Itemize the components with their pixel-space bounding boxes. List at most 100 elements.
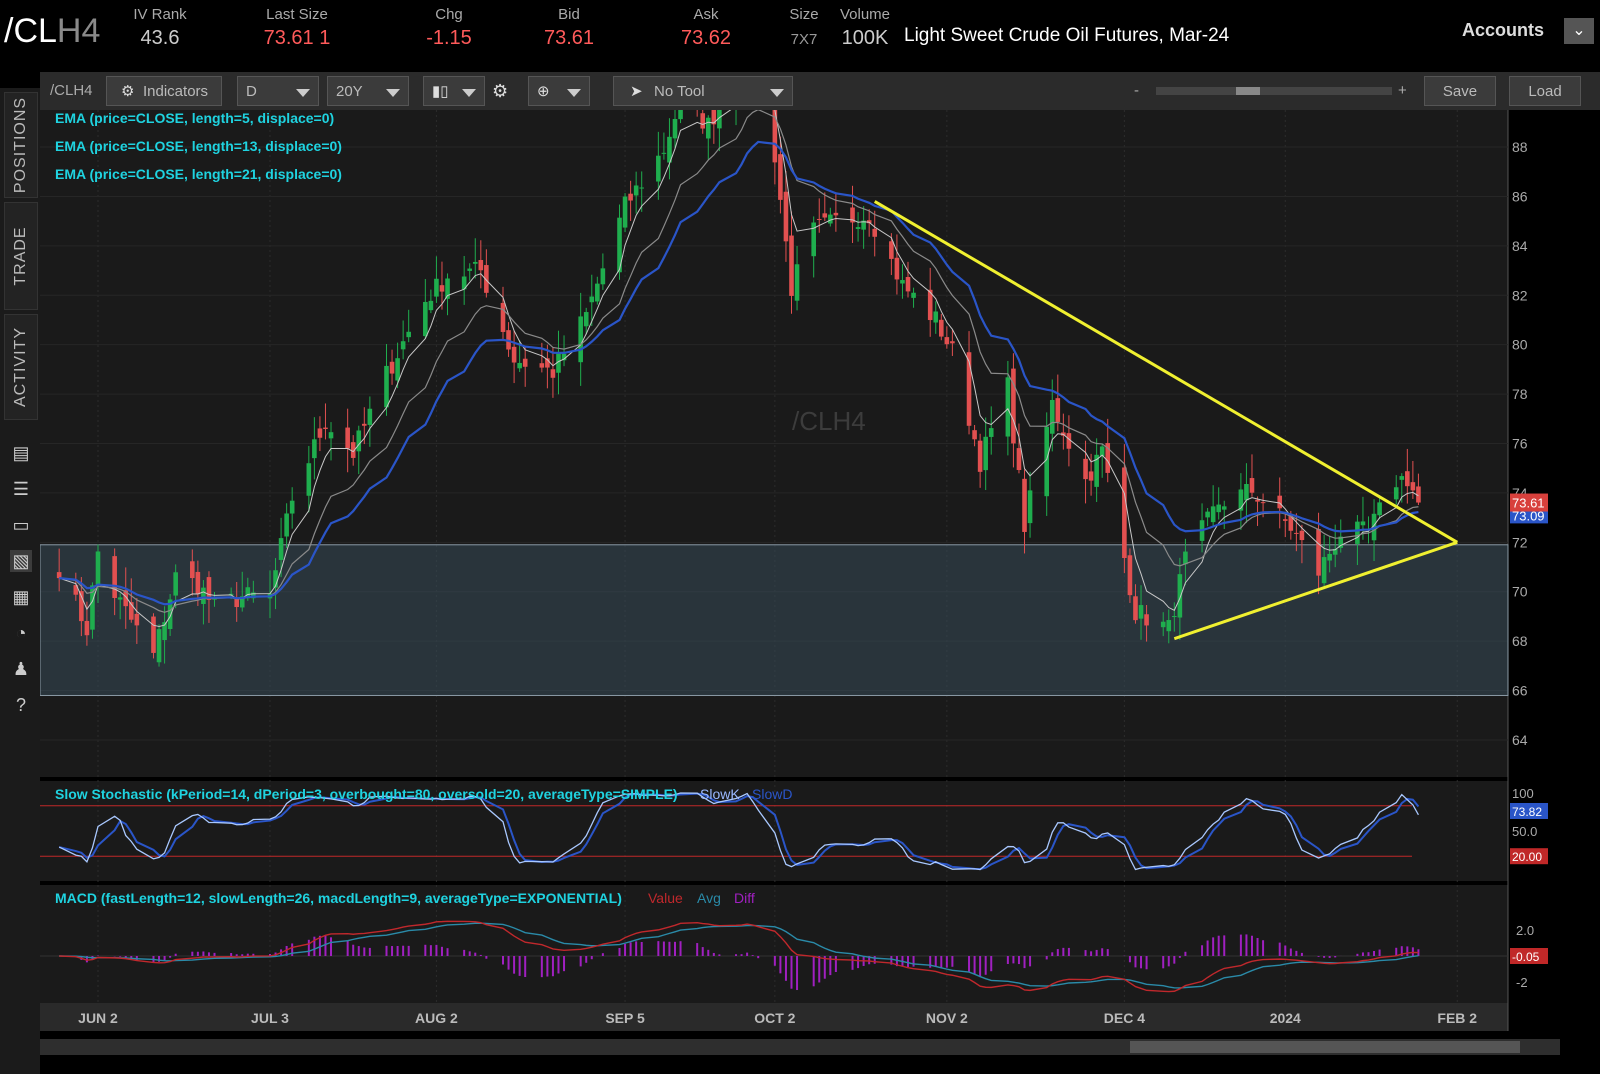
grid-icon[interactable]: ▦ [12,587,30,607]
candle-body [861,220,866,230]
zoom-slider-thumb[interactable] [1236,87,1260,95]
quote-value: 73.61 [543,27,595,49]
quote-ask: Ask 73.62 [661,6,751,50]
tab-positions[interactable]: POSITIONS [4,92,38,198]
chart-style-select[interactable]: ▮▯ [423,76,485,106]
help-icon[interactable]: ? [15,695,26,715]
x-tick-label: OCT 2 [754,1010,795,1026]
candle-body [1377,502,1382,516]
load-button[interactable]: Load [1509,76,1581,106]
tab-activity[interactable]: ACTIVITY [4,314,38,420]
oversold-tag [1510,848,1548,865]
timeframe-value: 20Y [336,83,363,100]
ema-13-line [59,110,1419,613]
candle-body [1332,549,1338,555]
candle-body [1160,621,1166,628]
accounts-button[interactable]: Accounts [1462,20,1545,40]
candle-body [678,110,683,120]
candle-body [1249,478,1255,493]
chevron-down-icon[interactable]: ⌄ [1564,18,1594,44]
candle-body [850,207,855,223]
candle-body [1255,499,1260,502]
candle-body [617,217,622,273]
aggregation-select[interactable]: D [237,76,319,106]
candle-body [328,432,334,439]
list-icon[interactable]: ☰ [12,479,30,499]
last-price-tag [1510,493,1548,512]
x-tick-label: DEC 4 [1104,1010,1145,1026]
tab-trade[interactable]: TRADE [4,202,38,310]
zoom-in-button[interactable]: + [1398,82,1407,99]
candle-body [789,235,794,296]
candle-body [517,362,522,369]
candle-body [190,561,195,579]
candle-body [522,358,528,367]
symbol-title: /CLH4 [4,12,100,51]
gear-icon[interactable]: ⚙ [492,81,509,101]
chart-icon[interactable]: ▧ [10,550,32,572]
x-tick-label: FEB 2 [1437,1010,1477,1026]
timeframe-select[interactable]: 20Y [327,76,409,106]
candle-body [1133,596,1138,621]
zoom-out-button[interactable]: - [1134,82,1139,99]
macd-legend-avg: Avg [697,890,721,906]
candle-body [672,119,678,139]
save-button[interactable]: Save [1424,76,1496,106]
x-tick-label: AUG 2 [415,1010,458,1026]
candle-body [717,110,722,129]
quote-label: Bid [558,6,580,23]
candle-body [556,353,561,373]
y-tick-label: 76 [1512,436,1528,452]
candle-body [872,228,878,237]
candle-body [1244,483,1249,501]
candle-body [938,319,944,337]
candle-body [1205,511,1210,518]
candle-body [123,590,129,607]
candle-body [423,301,428,337]
tool-select[interactable]: ➤ No Tool [613,76,793,106]
candle-body [1005,377,1011,437]
quote-chg: Chg -1.15 [404,6,494,50]
price-chart[interactable]: JUN 2 JUL 3 AUG 2 SEP 5 OCT 2 NOV 2 DEC 4 2024 F… [40,110,1600,1074]
folder-icon[interactable]: ▭ [12,515,30,535]
candle-body [389,361,395,374]
candle-body [434,278,439,297]
slow-d-line [58,792,1420,871]
candle-body [889,241,894,259]
candle-body [1288,515,1294,531]
gauge-icon[interactable]: ◔ [15,623,27,643]
monitor-icon[interactable]: ▤ [12,443,30,463]
slow-k-line [58,792,1419,871]
quote-value: 43.6 [140,27,180,49]
chevron-down-icon [462,89,476,97]
candle-body [128,602,134,620]
ema-study-label: EMA (price=CLOSE, length=5, displace=0) [55,110,334,126]
quote-label: IV Rank [133,6,187,23]
candle-body [289,500,295,514]
zoom-slider[interactable] [1156,87,1392,95]
macd-avg-line [59,922,1419,989]
candle-body [206,577,212,600]
x-tick-label: SEP 5 [605,1010,645,1026]
candle-body [705,117,711,139]
quote-value: 73.61 1 [252,27,342,50]
people-icon[interactable]: ♟ [12,659,30,679]
candle-body [284,513,289,537]
y-tick-label: 70 [1512,584,1528,600]
candle-body [1044,426,1050,497]
candle-body [550,369,556,378]
candle-body [811,222,816,257]
ema-study-label: EMA (price=CLOSE, length=13, displace=0) [55,138,342,154]
candle-body [472,261,478,264]
candle-body [428,300,434,311]
indicators-button[interactable]: ⚙ Indicators [106,76,222,106]
candle-body [384,365,389,408]
x-tick-label: NOV 2 [926,1010,968,1026]
macd-tick: 2.0 [1516,923,1534,938]
candle-body [461,276,467,290]
drawing-set-select[interactable]: ⊕ [528,76,590,106]
candle-body [633,185,639,196]
candle-body [112,556,117,598]
candle-body [639,187,645,189]
candle-body [245,587,251,599]
